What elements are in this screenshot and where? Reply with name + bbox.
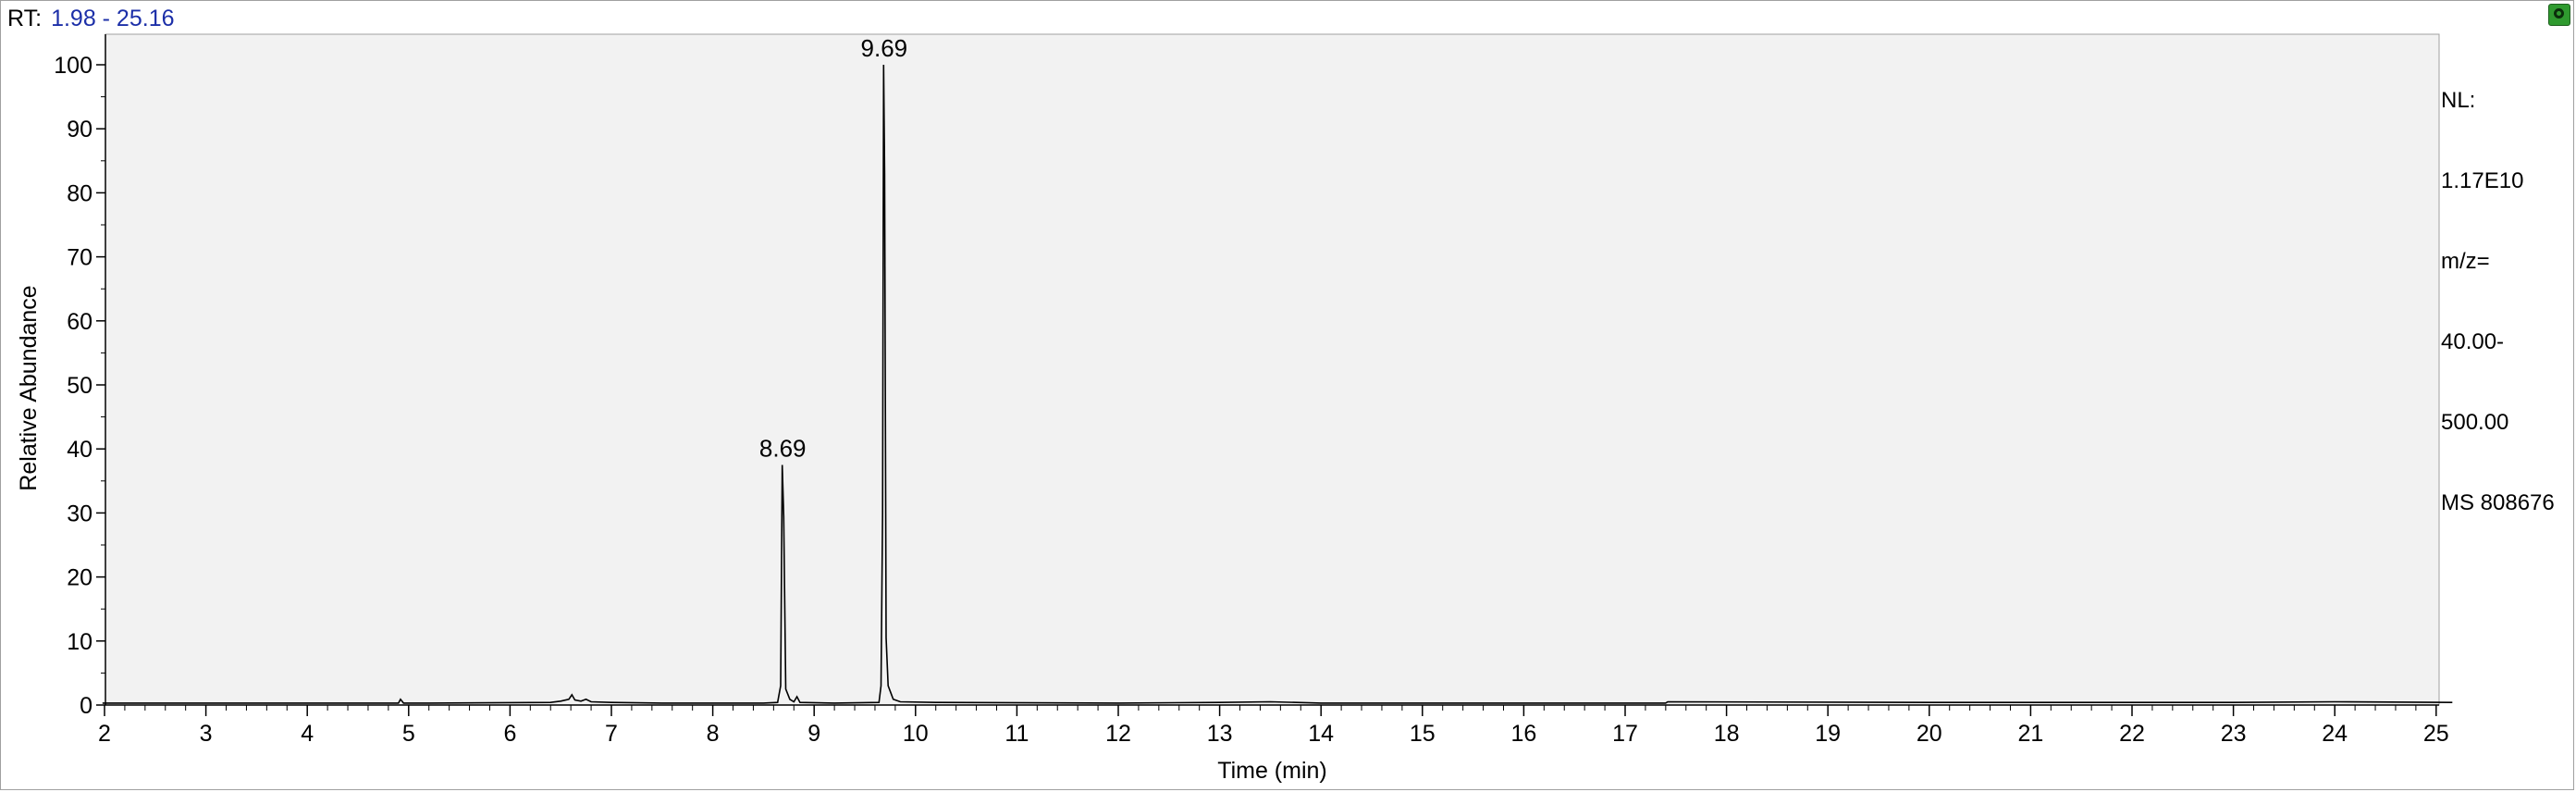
chromatogram-trace xyxy=(102,64,2453,704)
x-tick-label: 18 xyxy=(1714,721,1740,747)
x-tick-label: 7 xyxy=(605,721,618,747)
x-tick-label: 2 xyxy=(98,721,111,747)
x-tick-label: 14 xyxy=(1308,721,1334,747)
y-tick-label: 10 xyxy=(67,629,92,655)
y-tick-label: 70 xyxy=(67,245,92,271)
x-tick-label: 17 xyxy=(1612,721,1638,747)
x-tick-label: 9 xyxy=(807,721,820,747)
y-axis-title: Relative Abundance xyxy=(16,285,42,490)
refresh-icon[interactable] xyxy=(2548,4,2570,26)
x-axis-title: Time (min) xyxy=(1217,758,1327,784)
x-tick-label: 13 xyxy=(1207,721,1233,747)
x-tick-label: 6 xyxy=(503,721,516,747)
rt-label: RT: xyxy=(7,6,43,31)
info-line: 1.17E10 xyxy=(2441,168,2524,193)
x-tick-label: 11 xyxy=(1005,721,1029,747)
info-line: MS 808676 xyxy=(2441,490,2555,515)
y-tick-label: 90 xyxy=(67,117,92,142)
x-tick-label: 24 xyxy=(2322,721,2348,747)
x-tick-label: 8 xyxy=(707,721,720,747)
x-tick-label: 15 xyxy=(1410,721,1436,747)
x-tick-label: 23 xyxy=(2221,721,2247,747)
x-tick-label: 21 xyxy=(2017,721,2043,747)
x-tick-label: 3 xyxy=(200,721,213,747)
y-tick-label: 50 xyxy=(67,373,92,399)
x-axis: 2 3 4 5 6 7 8 9 10 11 12 13 14 15 16 17 18 19 20 21 22 23 24 25 xyxy=(98,704,2449,747)
x-tick-label: 16 xyxy=(1510,721,1536,747)
info-line: m/z= xyxy=(2441,249,2490,274)
x-tick-label: 5 xyxy=(402,721,415,747)
peak-labels: 8.69 9.69 xyxy=(759,34,907,463)
peak-label: 9.69 xyxy=(861,34,908,62)
plot-area xyxy=(105,33,2440,706)
y-tick-label: 0 xyxy=(80,693,92,719)
y-tick-label: 100 xyxy=(54,53,92,79)
x-tick-label: 4 xyxy=(301,721,314,747)
x-tick-label: 10 xyxy=(903,721,929,747)
info-line: 500.00 xyxy=(2441,410,2509,435)
rt-range-header: RT: 1.98 - 25.16 xyxy=(7,5,175,32)
x-tick-label: 25 xyxy=(2423,721,2449,747)
y-tick-label: 30 xyxy=(67,501,92,526)
scan-info-panel: NL: 1.17E10 m/z= 40.00- 500.00 MS 808676 xyxy=(2441,33,2555,543)
peak-label: 8.69 xyxy=(759,435,807,463)
y-tick-label: 60 xyxy=(67,309,92,335)
x-tick-label: 12 xyxy=(1105,721,1131,747)
y-tick-label: 40 xyxy=(67,437,92,463)
y-tick-label: 80 xyxy=(67,180,92,206)
y-axis: 0 10 20 30 40 50 60 70 80 90 100 xyxy=(54,34,106,719)
y-tick-label: 20 xyxy=(67,565,92,591)
x-tick-label: 19 xyxy=(1815,721,1841,747)
x-tick-label: 22 xyxy=(2119,721,2145,747)
info-line: NL: xyxy=(2441,88,2476,113)
x-tick-label: 20 xyxy=(1917,721,1942,747)
info-line: 40.00- xyxy=(2441,329,2505,354)
rt-range-value: 1.98 - 25.16 xyxy=(51,6,175,31)
